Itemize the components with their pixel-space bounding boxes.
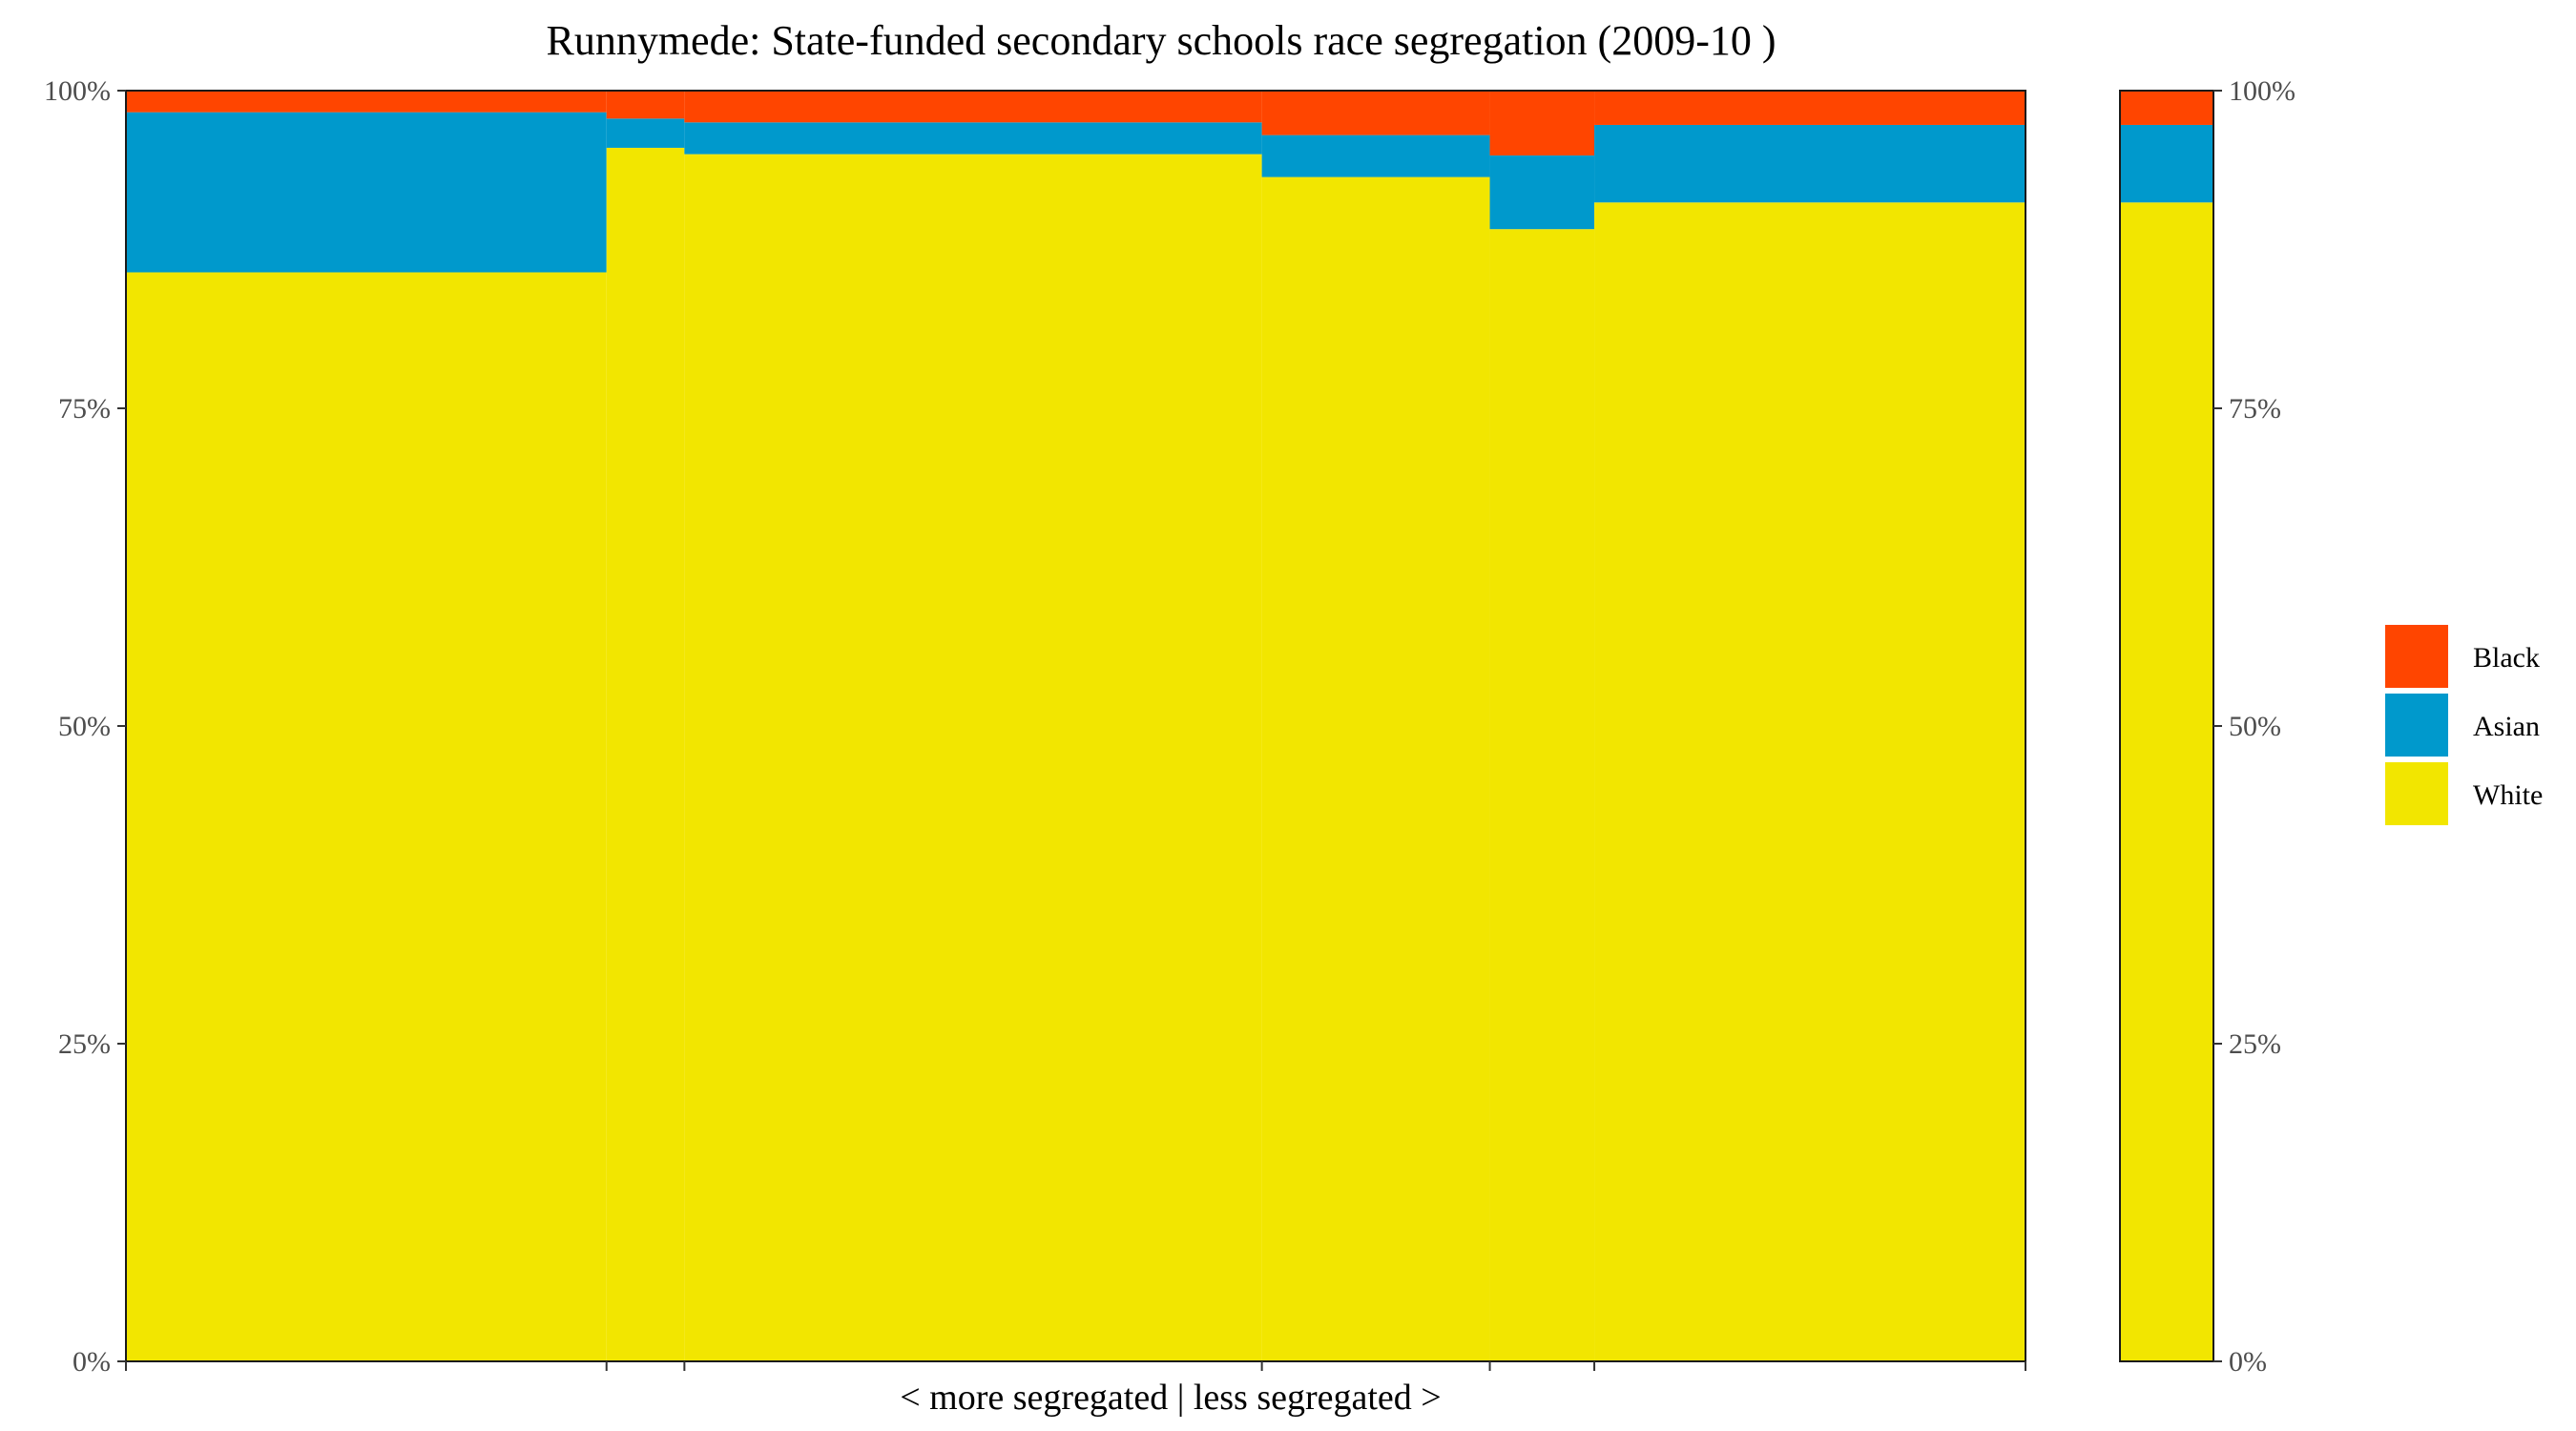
y-tick-label-right: 25%	[2229, 1028, 2281, 1060]
y-tick-label-left: 75%	[58, 393, 111, 425]
school-2-black	[606, 91, 685, 119]
y-tick-label-right: 0%	[2229, 1346, 2267, 1378]
legend: Black Asian White	[2385, 625, 2543, 825]
y-tick-label-right: 75%	[2229, 393, 2281, 425]
x-axis-title: < more segregated | less segregated >	[900, 1378, 1441, 1418]
school-4-asian	[1261, 135, 1490, 177]
school-1-asian	[126, 112, 607, 273]
legend-label-asian: Asian	[2473, 711, 2540, 742]
chart-title: Runnymede: State-funded secondary school…	[546, 17, 1776, 64]
legend-label-white: White	[2473, 779, 2543, 811]
school-3-asian	[684, 122, 1262, 155]
legend-key-white	[2385, 762, 2448, 825]
overall-white	[2120, 202, 2213, 1361]
overall-bar	[2120, 91, 2213, 1361]
school-6-white	[1594, 202, 2025, 1361]
y-tick-label-left: 25%	[58, 1028, 111, 1060]
overall-black	[2120, 91, 2213, 125]
school-5-white	[1489, 229, 1595, 1362]
axes: 0% 0% 25% 25% 50% 50% 75% 75% 100% 100%	[44, 75, 2296, 1378]
y-tick-label-right: 100%	[2229, 75, 2296, 107]
y-tick-label-right: 50%	[2229, 711, 2281, 742]
school-4-white	[1261, 176, 1490, 1361]
legend-key-black	[2385, 625, 2448, 688]
school-1-black	[126, 91, 607, 113]
school-3-white	[684, 154, 1262, 1362]
overall-asian	[2120, 124, 2213, 203]
y-tick-label-left: 100%	[44, 75, 111, 107]
school-6-black	[1594, 91, 2025, 125]
y-tick-label-left: 0%	[73, 1346, 111, 1378]
legend-key-asian	[2385, 694, 2448, 757]
school-2-white	[606, 147, 685, 1362]
school-6-asian	[1594, 124, 2025, 203]
school-1-white	[126, 272, 607, 1361]
y-tick-label-left: 50%	[58, 711, 111, 742]
school-5-asian	[1489, 155, 1595, 230]
school-5-black	[1489, 91, 1595, 156]
school-bars	[126, 91, 2025, 1362]
legend-label-black: Black	[2473, 642, 2540, 674]
school-4-black	[1261, 91, 1490, 135]
school-3-black	[684, 91, 1262, 123]
school-2-asian	[606, 118, 685, 148]
